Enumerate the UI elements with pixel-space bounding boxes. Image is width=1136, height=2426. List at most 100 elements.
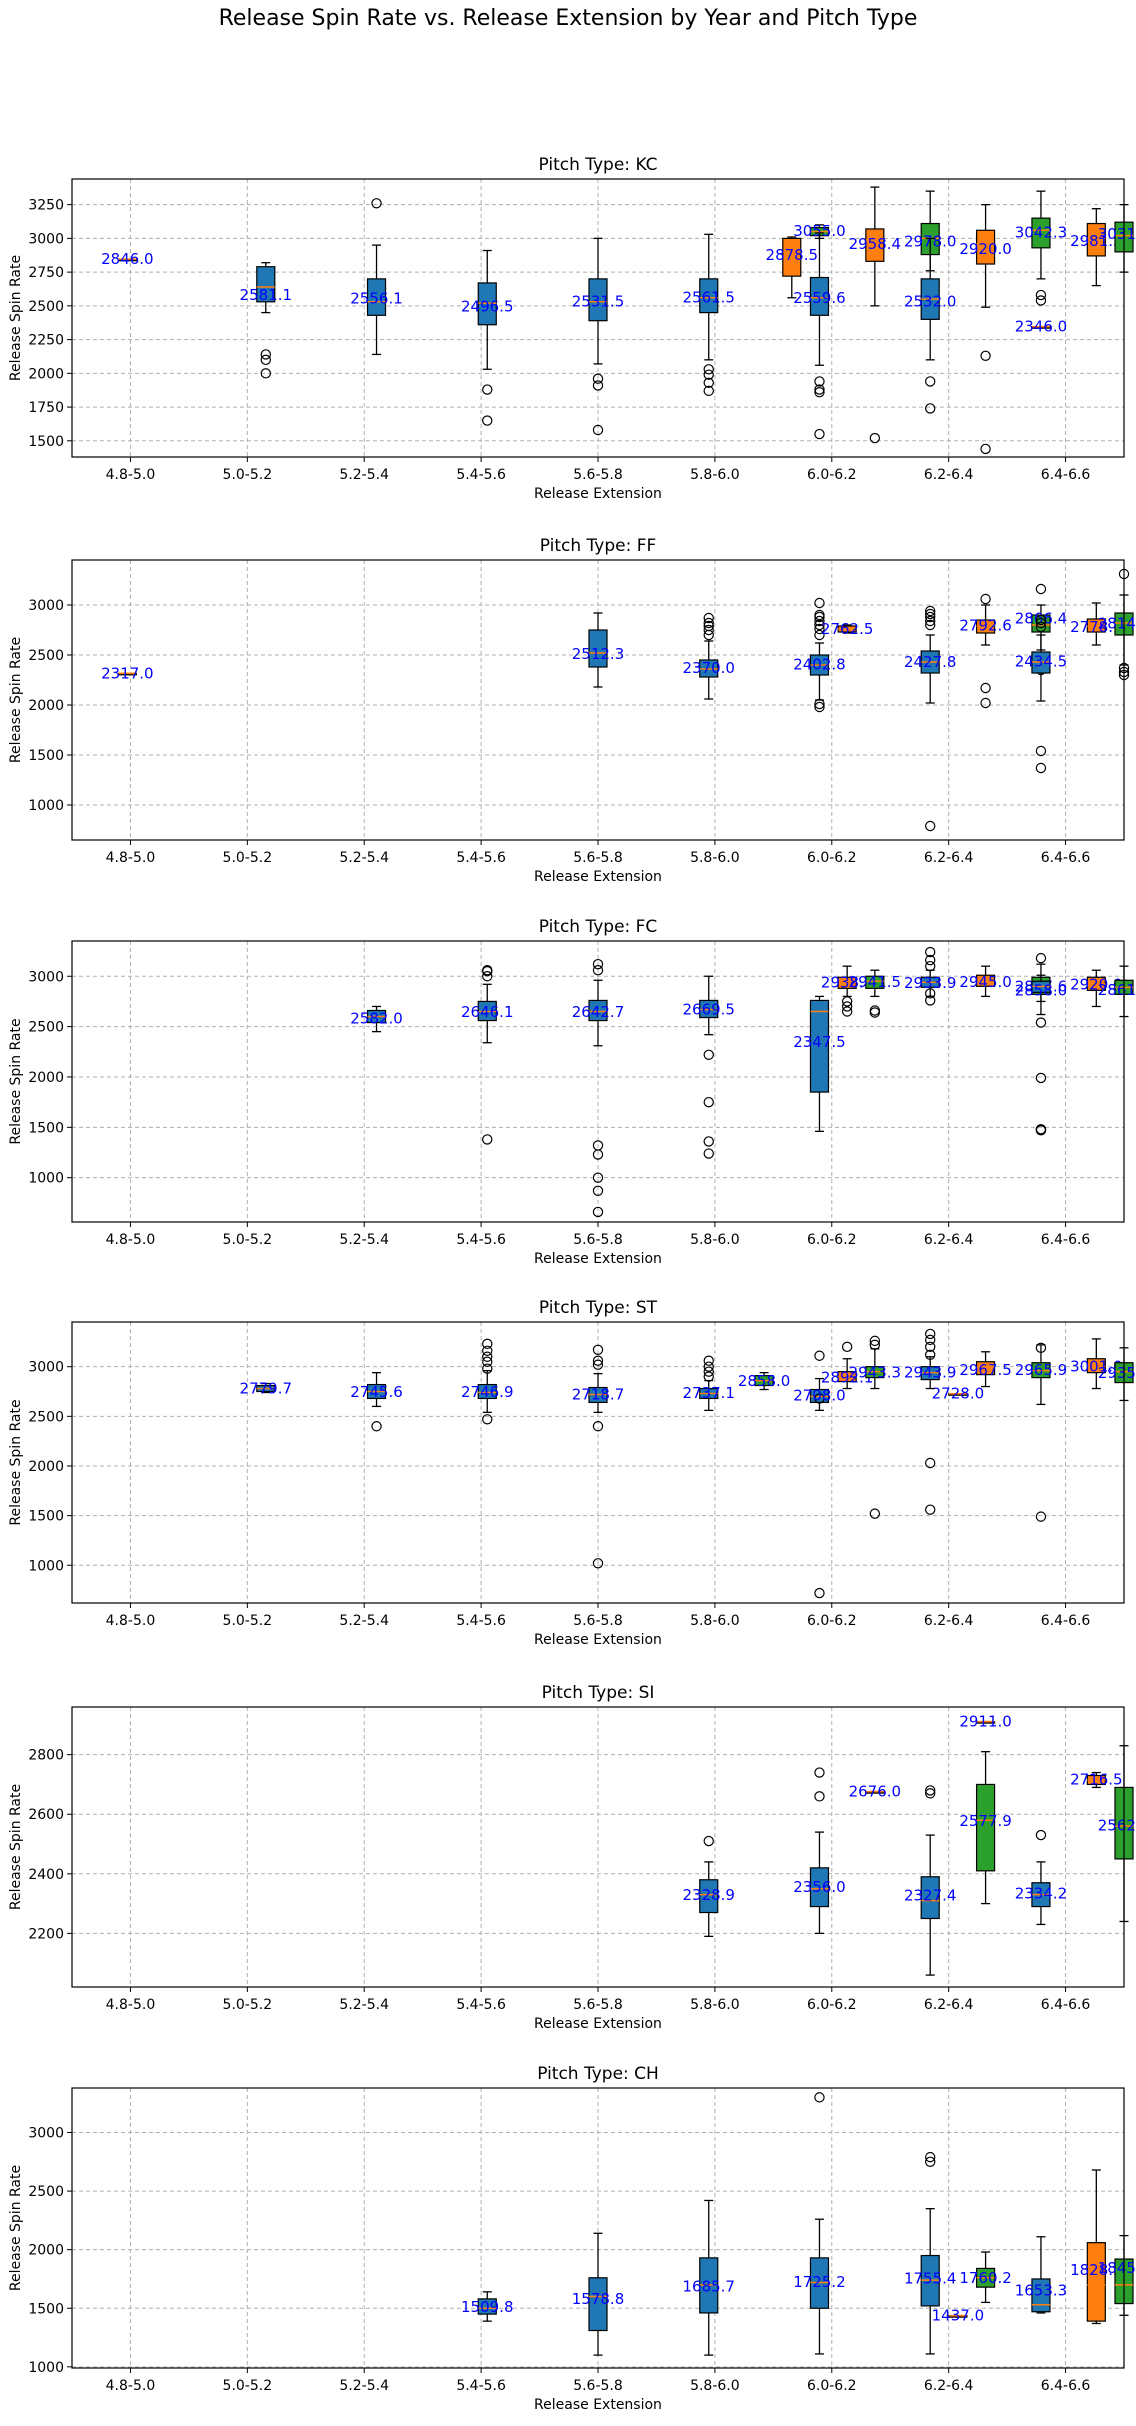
x-tick-label: 5.4-5.6 [456,850,506,866]
mean-label: 1725.2 [793,2273,846,2291]
outlier-point [703,377,714,388]
mean-label: 2878.5 [766,246,819,264]
y-tick-label: 2500 [28,648,64,664]
x-tick-label: 5.0-5.2 [223,467,273,483]
x-tick-label: 5.8-6.0 [690,1613,740,1629]
mean-label: 2577.9 [959,1812,1012,1830]
mean-label: 3055.0 [793,222,846,240]
outlier-point [592,373,604,384]
outlier-point [925,615,936,627]
mean-label: 2328.9 [682,1886,735,1904]
box [920,1876,940,1920]
x-tick-label: 5.6-5.8 [573,1997,623,2013]
box [975,1783,996,1872]
mean-label: 1828.5 [1070,2261,1123,2279]
subplot-title: Pitch Type: CH [537,2064,659,2084]
box-plot: 2858.0 [738,1372,790,1391]
box-plot: 2762.5 [821,620,874,638]
y-tick-label: 2500 [28,2184,64,2200]
outlier-point [869,432,881,444]
box-plot: 2911.0 [959,1713,1012,1731]
outlier-point [592,965,604,976]
outlier-point [869,1005,881,1016]
box [1086,1358,1106,1374]
x-tick-label: 5.0-5.2 [223,1997,273,2013]
outlier-point [925,608,936,620]
outlier-point [703,612,714,624]
mean-label: 2370.0 [682,659,735,677]
outlier-point [592,958,604,970]
x-tick-label: 5.4-5.6 [456,467,506,483]
box-plot: 2943.3 [849,1335,901,1519]
mean-label: 2861.3 [1098,981,1136,999]
box [975,229,996,265]
outlier-point [592,1359,604,1370]
outlier-point [703,1355,714,1366]
box-plot: 2370.0 [682,612,735,700]
mean-label: 2346.0 [1015,318,1068,336]
x-tick-label: 5.2-5.4 [339,467,389,483]
box-plot: 2938.8 [821,965,873,1017]
x-tick-label: 4.8-5.0 [106,2378,156,2394]
outlier-point [925,960,936,972]
box [1031,217,1051,249]
outlier-point [869,1339,881,1351]
outlier-point [869,1508,881,1519]
box-plot: 2646.1 [461,965,514,1145]
outlier-point [841,1001,853,1012]
outlier-point [482,1414,493,1425]
outlier-point [925,1334,936,1346]
box [477,2298,497,2315]
y-tick-label: 1000 [28,2360,64,2376]
box-plot: 2582.0 [350,1005,403,1033]
mean-label: 2427.8 [904,653,957,671]
box-plot: 2746.9 [461,1338,514,1425]
box-plot: 2669.5 [682,975,735,1159]
outlier-point [592,1355,604,1366]
x-axis-label: Release Extension [534,1632,662,1648]
outlier-point [814,609,825,621]
outlier-point [841,1006,853,1017]
x-tick-label: 5.8-6.0 [690,1232,740,1248]
subplot-title: Pitch Type: ST [539,1298,658,1318]
box-plot: 2347.5 [793,995,846,1133]
y-tick-label: 2200 [28,1926,64,1942]
mean-label: 1437.0 [932,2307,985,2325]
mean-label: 2317.0 [101,664,154,682]
outlier-point [592,380,604,391]
mean-label: 2531.5 [572,293,625,311]
x-tick-label: 6.2-6.4 [924,850,974,866]
box-plot: 2941.5 [849,969,901,1018]
x-tick-label: 5.2-5.4 [339,1997,389,2013]
mean-label: 2858.0 [1015,982,1068,1000]
y-tick-label: 2750 [28,265,64,281]
y-tick-label: 3000 [28,2126,64,2142]
box-plot: 2512.3 [572,612,624,688]
outlier-point [1035,295,1047,306]
outlier-point [814,597,825,609]
outlier-point [592,1558,604,1569]
outlier-point [260,349,271,360]
x-tick-label: 5.4-5.6 [456,1232,506,1248]
x-tick-label: 4.8-5.0 [106,850,156,866]
y-tick-label: 1500 [28,748,64,764]
outlier-point [1035,1072,1047,1084]
mean-label: 2676.0 [849,1783,902,1801]
x-tick-label: 6.2-6.4 [924,1232,974,1248]
outlier-point [260,354,271,366]
subplot-title: Pitch Type: KC [538,155,657,175]
box-plot: 2317.0 [101,664,154,682]
box [366,278,387,316]
mean-label: 2958.4 [849,235,902,253]
mean-label: 2559.6 [793,289,846,307]
box-plot: 1578.8 [572,2232,624,2356]
mean-label: 2967.5 [959,1361,1012,1379]
mean-label: 2562.0 [1098,1817,1136,1835]
box-plot: 2745.6 [350,1371,403,1432]
box [477,1383,497,1400]
y-tick-label: 1750 [28,400,64,416]
x-axis-label: Release Extension [534,486,662,502]
outlier-point [814,1767,825,1778]
y-tick-label: 2500 [28,1409,64,1425]
x-tick-label: 6.0-6.2 [807,1232,857,1248]
